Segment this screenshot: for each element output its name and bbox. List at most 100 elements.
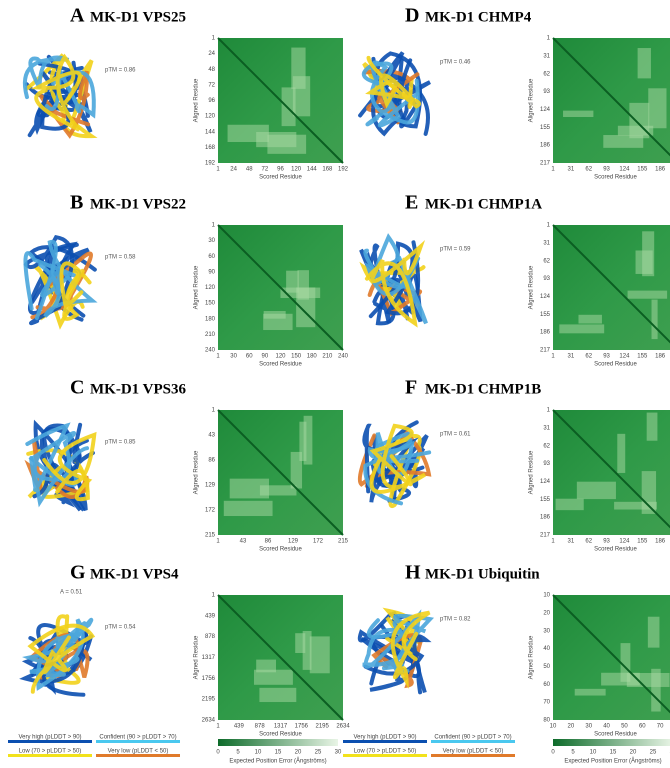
x-tick-label: 168 (322, 167, 333, 173)
colorbar (218, 739, 338, 746)
panel-letter: F (405, 377, 417, 399)
colorbar-tick: 5 (236, 750, 240, 756)
heatmap-block (642, 231, 654, 276)
y-tick-label: 186 (540, 143, 551, 149)
x-tick-label: 120 (291, 167, 302, 173)
x-tick-label: 93 (603, 539, 610, 545)
x-tick-label: 48 (246, 167, 253, 173)
panel-title: MK-D1 CHMP4 (425, 9, 532, 25)
x-tick-label: 1 (551, 539, 555, 545)
y-tick-label: 217 (540, 161, 551, 167)
panel-letter: H (405, 562, 421, 584)
x-tick-label: 31 (568, 354, 575, 360)
y-tick-label: 96 (208, 98, 215, 104)
y-axis-label: Aligned Residue (194, 635, 200, 679)
figure: AMK-D1 VPS25pTM = 0.86124487296120144168… (0, 0, 670, 768)
panel-title: MK-D1 VPS36 (90, 381, 186, 397)
x-tick-label: 10 (550, 724, 557, 730)
plddt-label: Low (70 > pLDDT > 50) (19, 749, 82, 755)
y-tick-label: 62 (543, 258, 550, 264)
y-tick-label: 155 (540, 312, 551, 318)
colorbar-label: Expected Position Error (Ångströms) (229, 758, 326, 765)
y-tick-label: 50 (543, 664, 550, 670)
y-tick-label: 31 (543, 425, 550, 431)
y-tick-label: 210 (205, 332, 216, 338)
panel-title: MK-D1 Ubiquitin (425, 566, 540, 582)
x-tick-label: 124 (619, 539, 630, 545)
plddt-label: Confident (90 > pLDDT > 70) (434, 735, 511, 741)
plddt-label: Confident (90 > pLDDT > 70) (99, 735, 176, 741)
y-tick-label: 24 (208, 51, 215, 57)
x-tick-label: 93 (603, 167, 610, 173)
heatmap-block (267, 135, 306, 154)
x-tick-label: 96 (277, 167, 284, 173)
y-tick-label: 60 (543, 682, 550, 688)
x-tick-label: 43 (240, 539, 247, 545)
x-tick-label: 2195 (315, 724, 329, 730)
y-tick-label: 124 (540, 294, 551, 300)
panel-letter: E (405, 192, 418, 214)
y-tick-label: 43 (208, 433, 215, 439)
x-tick-label: 70 (657, 724, 664, 730)
heatmap-block (577, 482, 616, 499)
x-tick-label: 439 (234, 724, 245, 730)
y-tick-label: 48 (208, 67, 215, 73)
heatmap-block (628, 291, 668, 299)
y-tick-label: 31 (543, 53, 550, 59)
y-axis-label: Aligned Residue (194, 265, 200, 309)
y-tick-label: 62 (543, 443, 550, 449)
plddt-label: Very low (pLDDT < 50) (108, 749, 169, 755)
ptm-label: pTM = 0.61 (440, 432, 471, 438)
y-tick-label: 1 (212, 593, 216, 599)
y-axis-label: Aligned Residue (529, 450, 535, 494)
colorbar-tick: 25 (315, 750, 322, 756)
ptm-label: pTM = 0.58 (105, 255, 136, 261)
x-tick-label: 20 (568, 724, 575, 730)
x-tick-label: 150 (291, 354, 302, 360)
heatmap-block (648, 88, 666, 128)
heatmap-block (638, 48, 651, 78)
heatmap-block (652, 300, 658, 340)
panel-title: MK-D1 VPS25 (90, 9, 186, 25)
y-axis-label: Aligned Residue (529, 78, 535, 122)
heatmap-block (310, 636, 330, 673)
y-tick-label: 30 (543, 628, 550, 634)
y-tick-label: 439 (205, 613, 216, 619)
plddt-label: Very high (pLDDT > 90) (353, 735, 416, 741)
panel-title: MK-D1 VPS4 (90, 566, 179, 582)
y-tick-label: 1756 (202, 676, 216, 682)
x-tick-label: 155 (637, 167, 648, 173)
colorbar-tick: 10 (255, 750, 262, 756)
colorbar-tick: 5 (571, 750, 575, 756)
plddt-label: Very low (pLDDT < 50) (443, 749, 504, 755)
plddt-label: Very high (pLDDT > 90) (18, 735, 81, 741)
y-tick-label: 93 (543, 461, 550, 467)
heatmap-block (563, 111, 593, 117)
x-axis-label: Scored Residue (594, 732, 637, 738)
y-tick-label: 120 (205, 114, 216, 120)
x-tick-label: 186 (655, 167, 666, 173)
y-tick-label: 215 (205, 533, 216, 539)
x-tick-label: 93 (603, 354, 610, 360)
x-tick-label: 40 (603, 724, 610, 730)
y-tick-label: 186 (540, 515, 551, 521)
ptm-label: pTM = 0.85 (105, 440, 136, 446)
x-tick-label: 210 (322, 354, 333, 360)
heatmap-block (224, 501, 273, 516)
y-tick-label: 144 (205, 129, 216, 135)
heatmap-block (556, 499, 584, 510)
ptm-label: pTM = 0.82 (440, 617, 471, 623)
y-tick-label: 217 (540, 533, 551, 539)
x-tick-label: 1 (216, 354, 220, 360)
x-tick-label: 172 (313, 539, 324, 545)
heatmap-block (264, 311, 286, 319)
y-axis-label: Aligned Residue (529, 635, 535, 679)
y-tick-label: 172 (205, 508, 216, 514)
x-axis-label: Scored Residue (259, 175, 302, 181)
x-tick-label: 1 (216, 539, 220, 545)
y-tick-label: 1 (547, 36, 551, 42)
y-axis-label: Aligned Residue (194, 450, 200, 494)
x-tick-label: 124 (619, 354, 630, 360)
y-tick-label: 1 (547, 223, 551, 229)
y-tick-label: 10 (543, 593, 550, 599)
